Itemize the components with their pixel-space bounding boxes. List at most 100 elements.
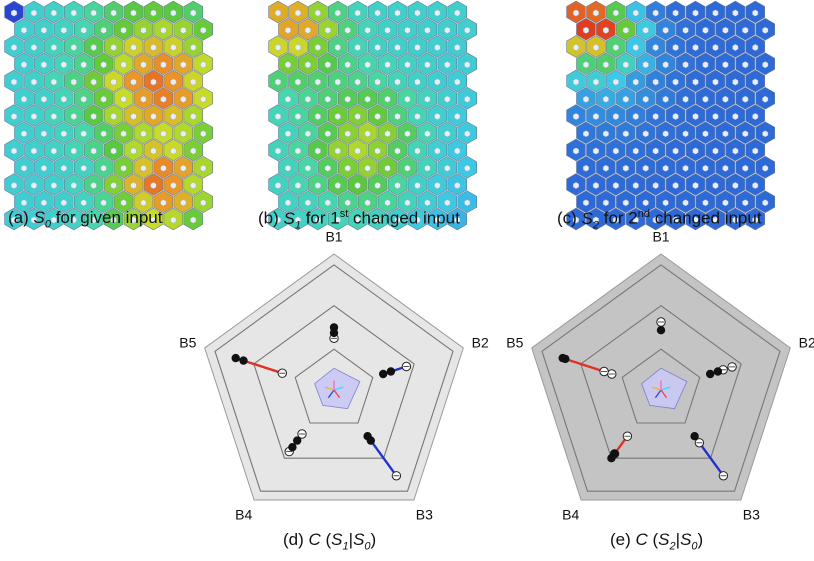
som-cell-marker <box>444 164 451 172</box>
som-cell-marker <box>90 9 97 17</box>
som-map-s0 <box>4 0 213 231</box>
som-cell-marker <box>200 95 207 103</box>
som-cell-marker <box>80 199 87 207</box>
som-cell-marker <box>672 44 679 51</box>
som-cell-marker <box>752 216 759 224</box>
som-cell-marker <box>424 95 431 103</box>
radar-center-spoke <box>654 389 662 399</box>
som-cell-marker <box>414 9 421 17</box>
som-cell-marker <box>40 95 47 103</box>
som-cell-marker <box>682 199 689 207</box>
som-cell-marker <box>374 113 381 120</box>
som-cell-marker <box>140 26 147 34</box>
som-cell-marker <box>632 9 639 17</box>
som-cell-marker <box>612 182 619 189</box>
som-cell-marker <box>682 95 689 103</box>
som-cell-marker <box>285 26 291 34</box>
som-cell-marker <box>454 216 461 224</box>
som-cell-marker <box>130 44 137 51</box>
som-cell-marker <box>384 26 391 34</box>
filled-marker <box>231 353 240 363</box>
som-cell-marker <box>40 61 47 69</box>
som-cell-marker <box>752 44 759 51</box>
som-cell-marker <box>275 216 281 224</box>
som-cell-marker <box>414 147 421 155</box>
som-cell-marker <box>752 182 759 189</box>
som-cell-marker <box>180 130 187 138</box>
som-cell-marker <box>190 78 197 86</box>
som-cell-marker <box>602 26 609 34</box>
som-cell-marker <box>170 182 177 189</box>
filled-marker <box>607 454 616 463</box>
som-cell-marker <box>21 26 27 34</box>
radar-ring <box>294 348 374 424</box>
som-cell-marker <box>464 130 471 138</box>
som-cell-marker <box>712 9 719 17</box>
som-cell-marker <box>344 164 351 172</box>
som-cell-marker <box>612 44 619 51</box>
som-cell-marker <box>652 216 659 224</box>
som-cell-marker <box>602 130 609 138</box>
som-cell-marker <box>275 9 281 17</box>
som-cell-marker <box>150 113 157 120</box>
radar-ring <box>541 264 781 492</box>
som-cell-marker <box>334 9 341 17</box>
axis-label-b4: B4 <box>235 506 252 522</box>
som-cell-marker <box>583 130 589 138</box>
som-cell-marker <box>110 44 117 51</box>
filled-marker <box>366 436 375 445</box>
som-cell-marker <box>464 199 471 207</box>
som-cell-marker <box>652 113 659 120</box>
som-cell-marker <box>692 182 699 189</box>
som-cell-marker <box>672 78 679 86</box>
filled-marker <box>329 328 339 338</box>
som-cell-marker <box>324 164 331 172</box>
som-cell-marker <box>21 199 27 207</box>
som-cell-marker <box>190 147 197 155</box>
som-cell-marker <box>21 164 27 172</box>
som-cell-marker <box>334 182 341 189</box>
som-cell-marker <box>120 199 127 207</box>
som-cell-marker <box>434 147 441 155</box>
som-cell-marker <box>702 130 709 138</box>
som-cell-marker <box>762 164 769 172</box>
som-cell-marker <box>464 61 471 69</box>
som-cell-marker <box>384 130 391 138</box>
som-cell-marker <box>752 9 759 17</box>
som-cell-marker <box>324 199 331 207</box>
som-cell-marker <box>10 216 17 224</box>
som-cell-marker <box>394 78 401 86</box>
som-cell-marker <box>120 95 127 103</box>
som-cell-marker <box>732 78 739 86</box>
som-cell-marker <box>394 182 401 189</box>
som-cell-marker <box>592 182 599 189</box>
som-cell-marker <box>642 95 649 103</box>
filled-marker <box>288 443 297 452</box>
som-cell-marker <box>394 113 401 120</box>
som-cell-marker <box>334 216 341 224</box>
som-cell-marker <box>304 164 311 172</box>
som-cell-marker <box>732 9 739 17</box>
som-cell-marker <box>424 130 431 138</box>
som-cell-marker <box>642 130 649 138</box>
som-cell-marker <box>170 78 177 86</box>
som-cell-marker <box>762 95 769 103</box>
som-cell-marker <box>414 182 421 189</box>
som-cell-marker <box>100 61 107 69</box>
caption-c: (c) S2 for 2nd changed input <box>557 208 762 232</box>
som-cell-marker <box>742 164 749 172</box>
som-cell-marker <box>30 113 37 120</box>
som-cell-marker <box>672 216 679 224</box>
som-map-s1 <box>268 0 478 231</box>
axis-label-b2: B2 <box>799 335 814 351</box>
som-cell-marker <box>160 61 167 69</box>
som-cell-marker <box>130 216 137 224</box>
som-cell-marker <box>404 95 411 103</box>
som-cell-marker <box>662 164 669 172</box>
som-cell-marker <box>612 147 619 155</box>
som-cell-marker <box>100 164 107 172</box>
som-cell-marker <box>592 216 599 224</box>
som-cell-marker <box>294 147 301 155</box>
som-cell-marker <box>160 199 167 207</box>
som-cell-marker <box>100 26 107 34</box>
